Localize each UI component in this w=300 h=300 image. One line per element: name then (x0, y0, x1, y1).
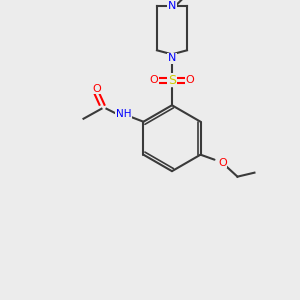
Text: O: O (218, 158, 227, 168)
Text: S: S (168, 74, 176, 87)
Text: N: N (168, 53, 176, 63)
Text: N: N (168, 2, 176, 11)
Text: O: O (150, 75, 158, 85)
Text: O: O (92, 84, 101, 94)
Text: NH: NH (116, 109, 131, 119)
Text: O: O (186, 75, 194, 85)
